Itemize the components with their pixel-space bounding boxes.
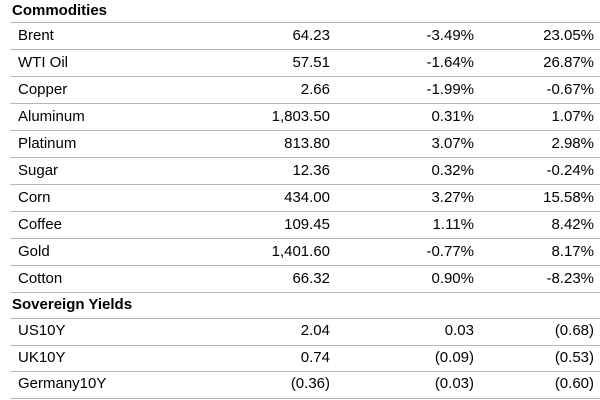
row-divider xyxy=(10,157,600,158)
row-label: WTI Oil xyxy=(18,53,68,71)
row-divider xyxy=(10,211,600,212)
value-cell: 3.07% xyxy=(431,134,474,152)
row-label: Brent xyxy=(18,26,54,44)
value-cell: 1.07% xyxy=(551,107,594,125)
value-cell: 109.45 xyxy=(284,215,330,233)
value-cell: 2.98% xyxy=(551,134,594,152)
value-cell: 12.36 xyxy=(292,161,330,179)
value-cell: 434.00 xyxy=(284,188,330,206)
value-cell: -0.67% xyxy=(546,80,594,98)
value-cell: 1,803.50 xyxy=(271,107,330,125)
row-label: Corn xyxy=(18,188,51,206)
row-divider xyxy=(10,318,600,319)
value-cell: 8.42% xyxy=(551,215,594,233)
row-label: Gold xyxy=(18,242,50,260)
value-cell: (0.53) xyxy=(554,348,594,366)
row-label: UK10Y xyxy=(18,348,66,366)
row-label: Coffee xyxy=(18,215,62,233)
value-cell: 23.05% xyxy=(543,26,594,44)
value-cell: 3.27% xyxy=(431,188,474,206)
row-divider xyxy=(10,184,600,185)
value-cell: (0.68) xyxy=(554,322,594,340)
row-divider xyxy=(10,371,600,372)
value-cell: 57.51 xyxy=(292,53,330,71)
value-cell: -8.23% xyxy=(546,269,594,287)
row-label: Copper xyxy=(18,80,68,98)
value-cell: 1,401.60 xyxy=(271,242,330,260)
value-cell: (0.09) xyxy=(434,348,474,366)
row-divider xyxy=(10,344,600,346)
section-title: Sovereign Yields xyxy=(12,296,133,313)
value-cell: 1.11% xyxy=(432,215,474,233)
row-divider xyxy=(10,397,600,399)
row-divider xyxy=(10,49,600,50)
value-cell: -0.24% xyxy=(546,161,594,179)
row-divider xyxy=(10,238,600,239)
row-label: Platinum xyxy=(18,134,77,152)
value-cell: -1.64% xyxy=(426,53,474,71)
value-cell: 0.03 xyxy=(444,322,474,340)
row-divider xyxy=(10,76,600,77)
value-cell: -3.49% xyxy=(426,26,474,44)
row-label: Germany10Y xyxy=(18,375,107,393)
value-cell: 66.32 xyxy=(292,269,330,287)
row-label: US10Y xyxy=(18,322,66,340)
value-cell: (0.03) xyxy=(434,375,474,393)
value-cell: 2.04 xyxy=(300,322,330,340)
value-cell: (0.36) xyxy=(290,375,330,393)
row-divider xyxy=(10,130,600,131)
row-label: Sugar xyxy=(18,161,59,179)
section-title: Commodities xyxy=(12,2,108,19)
value-cell: 0.90% xyxy=(431,269,474,287)
value-cell: 0.74 xyxy=(300,348,330,366)
value-cell: (0.60) xyxy=(554,375,594,393)
value-cell: 8.17% xyxy=(551,242,594,260)
value-cell: 0.32% xyxy=(431,161,474,179)
row-label: Cotton xyxy=(18,269,63,287)
value-cell: 813.80 xyxy=(284,134,330,152)
value-cell: 15.58% xyxy=(543,188,594,206)
row-divider xyxy=(10,103,600,104)
value-cell: 64.23 xyxy=(292,26,330,44)
row-divider xyxy=(10,22,600,23)
value-cell: 0.31% xyxy=(431,107,474,125)
value-cell: 2.66 xyxy=(300,80,330,98)
value-cell: -0.77% xyxy=(426,242,474,260)
value-cell: -1.99% xyxy=(426,80,474,98)
row-label: Aluminum xyxy=(18,107,85,125)
row-divider xyxy=(10,292,600,293)
row-divider xyxy=(10,265,600,266)
value-cell: 26.87% xyxy=(543,53,594,71)
